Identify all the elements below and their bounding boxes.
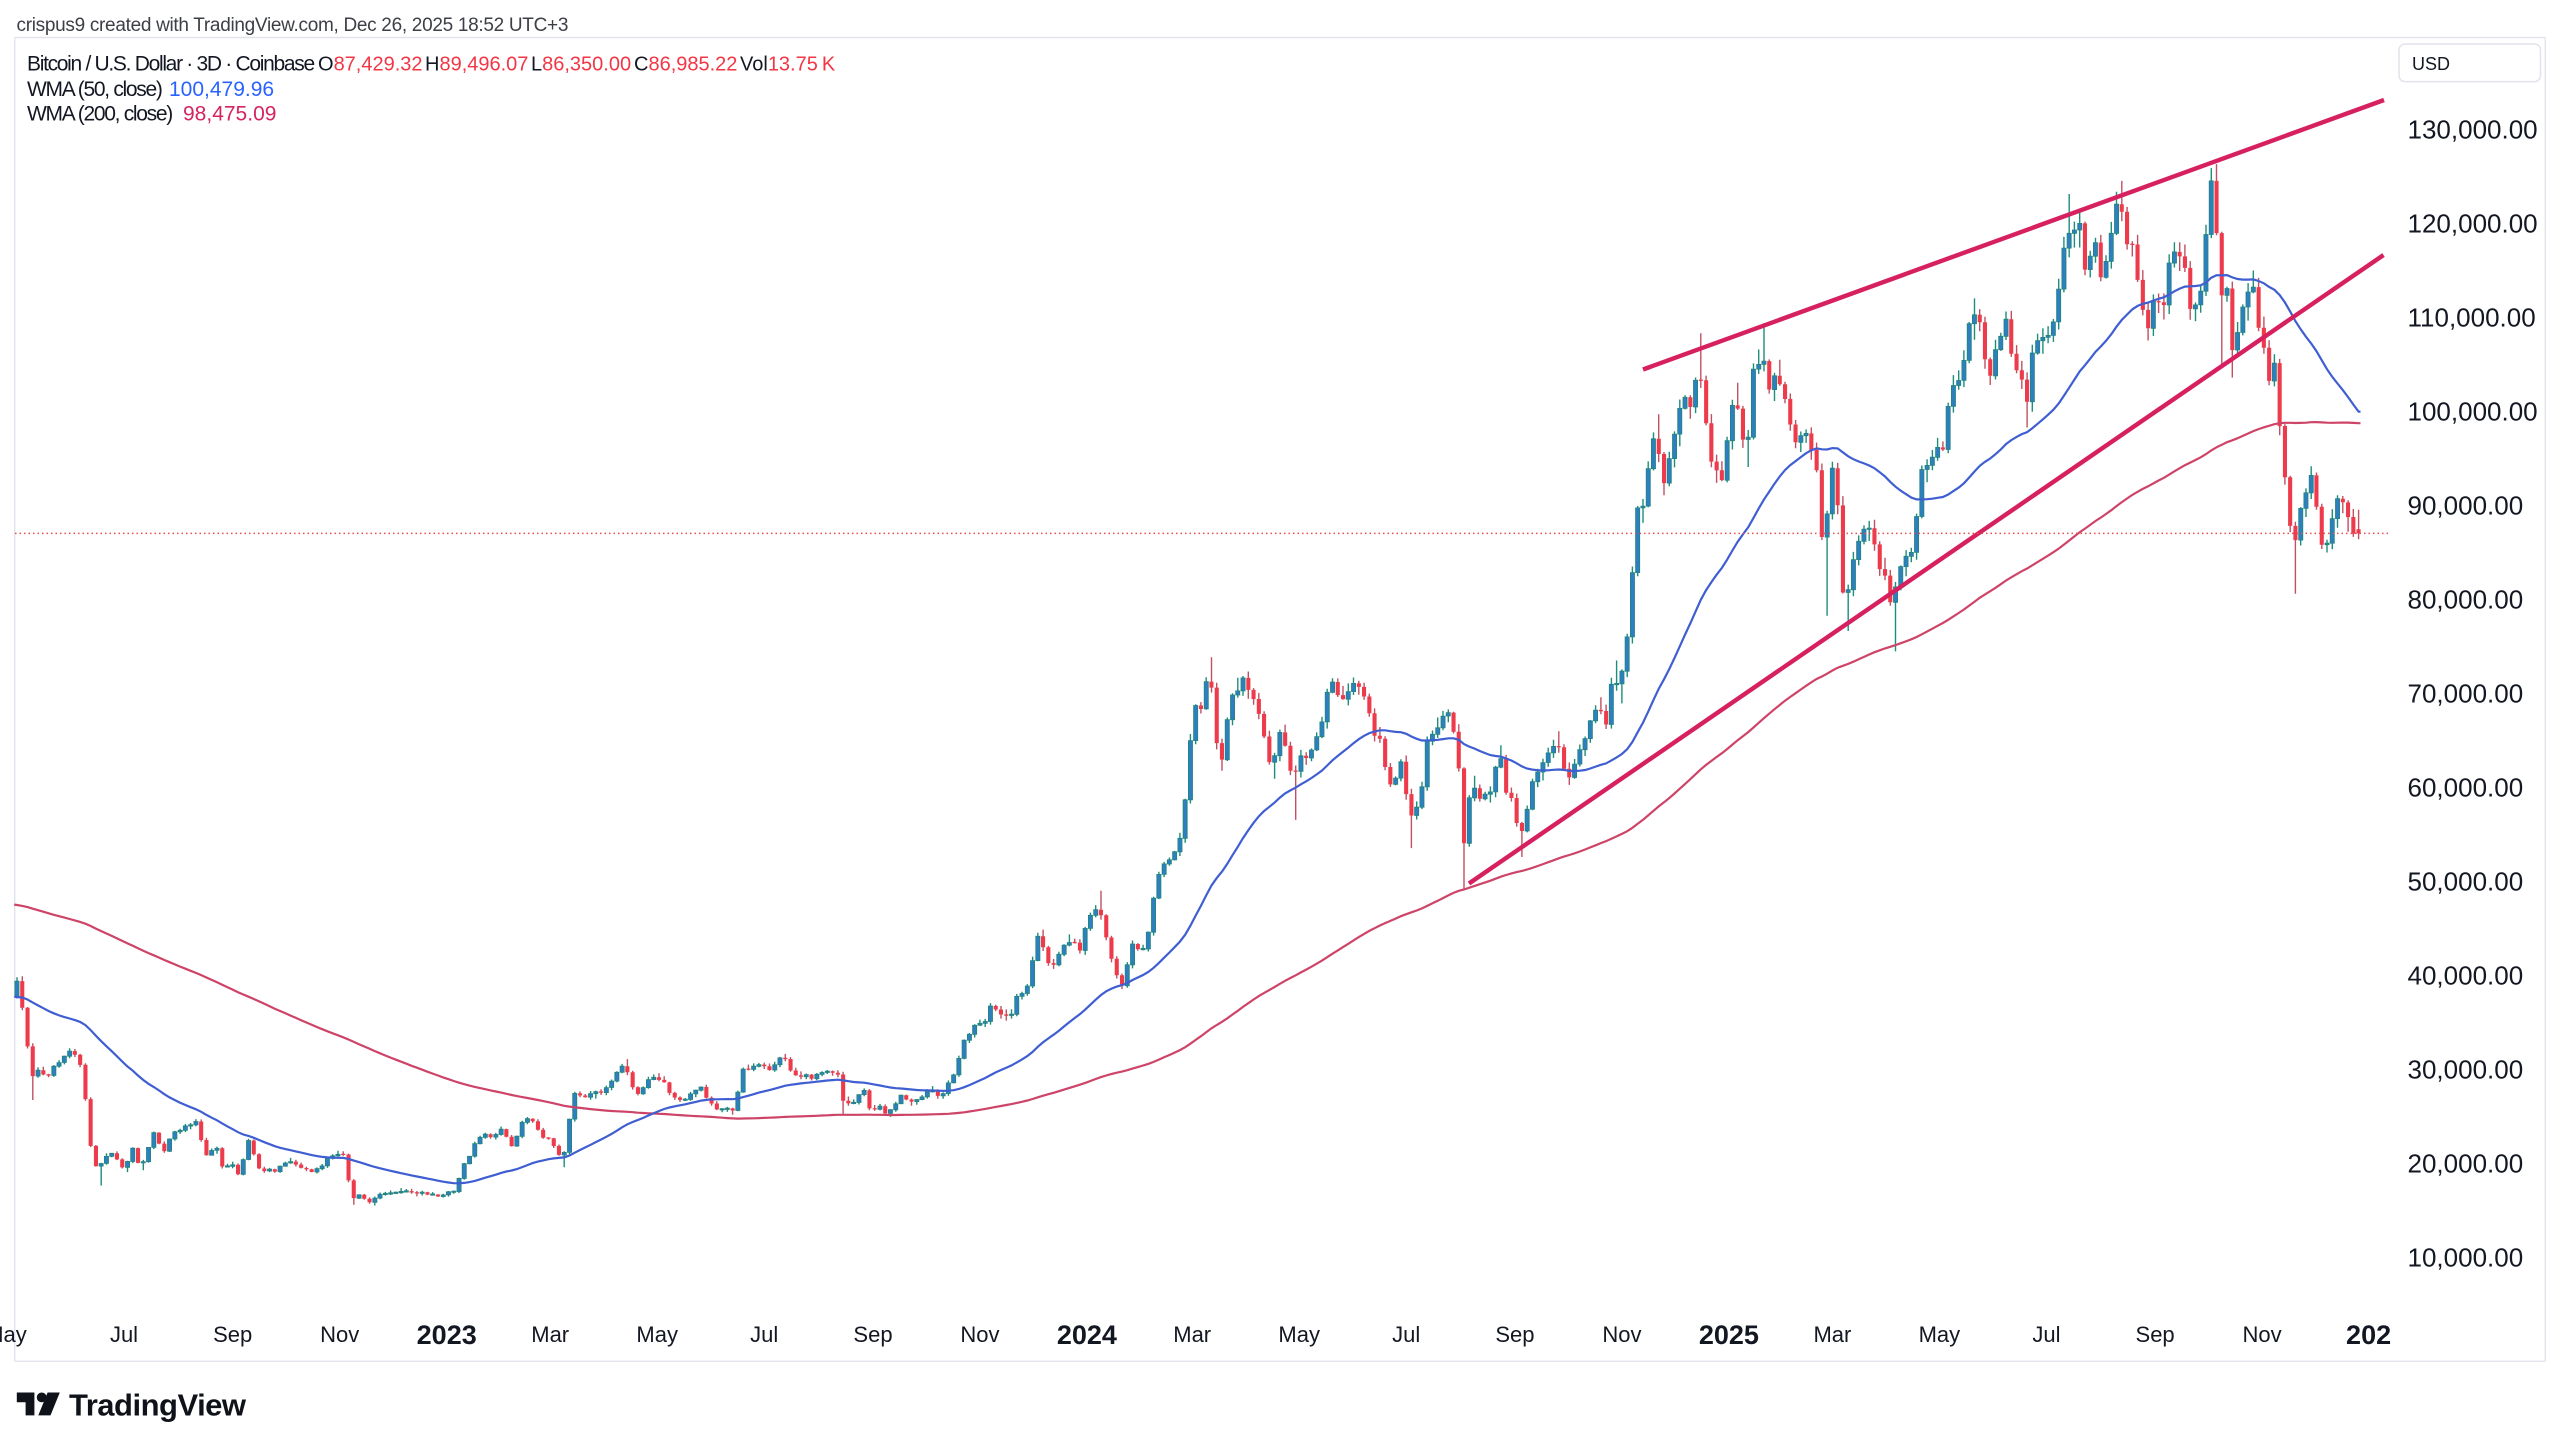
svg-text:TradingView: TradingView — [69, 1387, 247, 1422]
svg-text:crispus9 created with TradingV: crispus9 created with TradingView.com, D… — [17, 15, 569, 36]
svg-text:Bitcoin / U.S. Dollar · 3D · C: Bitcoin / U.S. Dollar · 3D · Coinbase O87… — [27, 53, 836, 76]
svg-text:USD: USD — [2412, 54, 2450, 74]
svg-text:WMA (50, close)100,479.96: WMA (50, close) 100,479.96 — [27, 78, 274, 101]
svg-text:WMA (200, close)98,475.09: WMA (200, close) 98,475.09 — [27, 103, 276, 126]
